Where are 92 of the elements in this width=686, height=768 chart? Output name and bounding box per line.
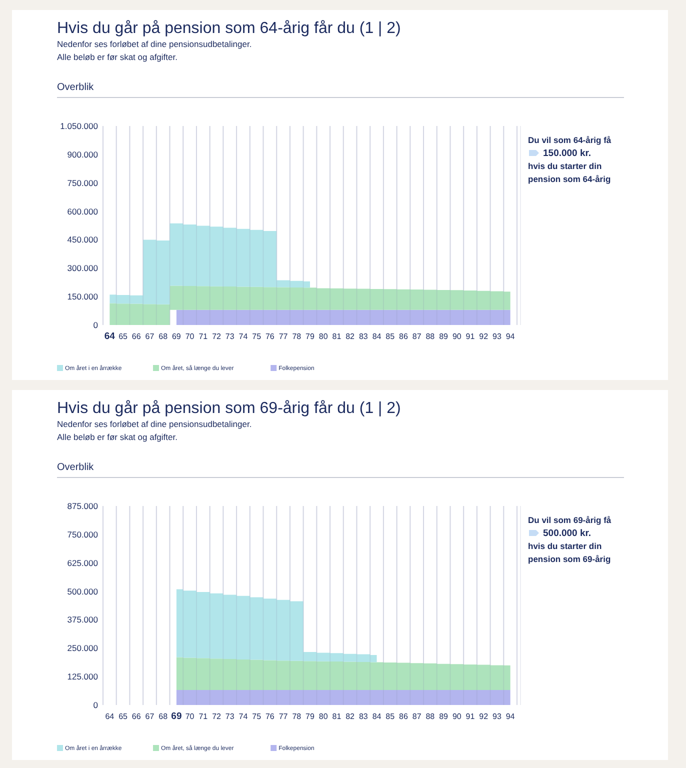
x-tick-label: 72: [212, 332, 222, 341]
x-tick-label: 69: [172, 332, 182, 341]
x-tick-label: 66: [132, 712, 142, 721]
text: Du vil som 69-årig få: [528, 515, 612, 525]
chart-subtitle: Nedenfor ses forløbet af dine pensionsudbetalinger. Alle beløb er før skat og afgifter.: [57, 39, 252, 62]
x-tick-label: 77: [278, 332, 288, 341]
x-tick-label: 91: [466, 332, 476, 341]
y-tick-label: 0: [93, 320, 98, 330]
chart-subtitle: Nedenfor ses forløbet af dine pensionsudbetalinger. Alle beløb er før skat og afgifter.: [57, 419, 252, 442]
x-tick-label: 83: [358, 712, 368, 721]
x-tick-label: 71: [198, 332, 208, 341]
y-tick-label: 900.000: [67, 149, 98, 160]
x-tick-label: 88: [426, 332, 436, 341]
y-tick-label: 875.000: [67, 500, 98, 511]
x-tick-label: 94: [506, 332, 516, 341]
x-tick-label: 76: [265, 332, 275, 341]
x-tick-label: 70: [185, 712, 195, 721]
y-tick-label: 150.000: [67, 292, 98, 302]
x-tick-label: 75: [252, 332, 262, 341]
x-tick-label: 82: [346, 712, 356, 721]
x-tick-label: 75: [252, 712, 262, 721]
x-tick-label: 81: [332, 332, 342, 341]
x-tick-label: 83: [358, 332, 368, 341]
x-tick-label: 65: [118, 332, 128, 341]
x-tick-label: 81: [332, 712, 342, 721]
x-tick-label: 73: [225, 332, 235, 341]
x-tick-label: 93: [492, 332, 502, 341]
text: Overblik: [57, 462, 95, 473]
text: pension som 64-årig: [528, 174, 611, 184]
x-tick-label: 71: [198, 712, 208, 721]
x-tick-label: 68: [158, 332, 168, 341]
x-tick-label: 76: [265, 712, 275, 721]
x-tick-label: 89: [439, 332, 449, 341]
x-tick-label: 70: [185, 332, 195, 341]
x-tick-label: 68: [158, 712, 168, 721]
y-tick-label: 375.000: [67, 614, 98, 625]
y-tick-label: 0: [93, 700, 98, 710]
x-tick-label: 80: [318, 332, 328, 341]
x-tick-label: 94: [506, 712, 516, 721]
x-tick-label: 86: [399, 712, 408, 721]
x-tick-label: 93: [492, 712, 502, 721]
x-tick-label: 65: [118, 712, 128, 721]
x-tick-label: 67: [145, 332, 155, 341]
y-tick-label: 300.000: [67, 263, 98, 274]
x-tick-label: 92: [479, 712, 489, 721]
y-tick-label: 750.000: [67, 529, 98, 540]
x-tick-label: 91: [466, 712, 476, 721]
x-tick-label: 74: [238, 332, 248, 341]
x-tick-label: 73: [225, 712, 235, 721]
x-tick-label: 69: [171, 711, 182, 722]
y-tick-label: 1.050.000: [60, 120, 98, 131]
chart-title: Hvis du går på pension som 69-årig får du (1 | 2): [57, 400, 401, 417]
chart-title: Hvis du går på pension som 64-årig får du (1 | 2): [57, 20, 401, 37]
text: hvis du starter din: [528, 541, 602, 551]
text: Du vil som 64-årig få: [528, 135, 612, 145]
text: Overblik: [57, 82, 95, 93]
x-tick-label: 90: [452, 712, 462, 721]
x-tick-label: 87: [412, 332, 422, 341]
text: pension som 69-årig: [528, 554, 611, 564]
x-tick-label: 79: [306, 712, 315, 721]
x-tick-label: 72: [212, 712, 222, 721]
x-tick-label: 82: [346, 332, 356, 341]
text: hvis du starter din: [528, 161, 602, 171]
x-tick-label: 67: [145, 712, 155, 721]
y-tick-label: 625.000: [67, 558, 98, 568]
x-tick-label: 87: [412, 712, 422, 721]
y-tick-label: 750.000: [67, 178, 98, 188]
y-tick-label: 450.000: [67, 234, 98, 245]
x-tick-label: 78: [292, 712, 302, 721]
x-tick-label: 86: [399, 332, 408, 341]
x-tick-label: 79: [306, 332, 315, 341]
y-tick-label: 250.000: [67, 643, 98, 654]
x-tick-label: 64: [104, 331, 116, 342]
y-tick-label: 125.000: [67, 672, 98, 682]
x-tick-label: 66: [132, 332, 142, 341]
x-tick-label: 84: [372, 712, 382, 721]
text: 150.000 kr.: [543, 148, 592, 159]
y-tick-label: 500.000: [67, 586, 98, 596]
text: 500.000 kr.: [543, 528, 592, 539]
x-tick-label: 88: [426, 712, 436, 721]
x-tick-label: 78: [292, 332, 302, 341]
x-tick-label: 85: [386, 332, 396, 341]
x-tick-label: 80: [318, 712, 328, 721]
x-tick-label: 77: [278, 712, 288, 721]
x-tick-label: 84: [372, 332, 382, 341]
y-tick-label: 600.000: [67, 206, 98, 216]
x-tick-label: 89: [439, 712, 449, 721]
x-tick-label: 64: [105, 712, 115, 721]
x-tick-label: 92: [479, 332, 489, 341]
x-tick-label: 85: [386, 712, 396, 721]
x-tick-label: 90: [452, 332, 462, 341]
x-tick-label: 74: [238, 712, 248, 721]
